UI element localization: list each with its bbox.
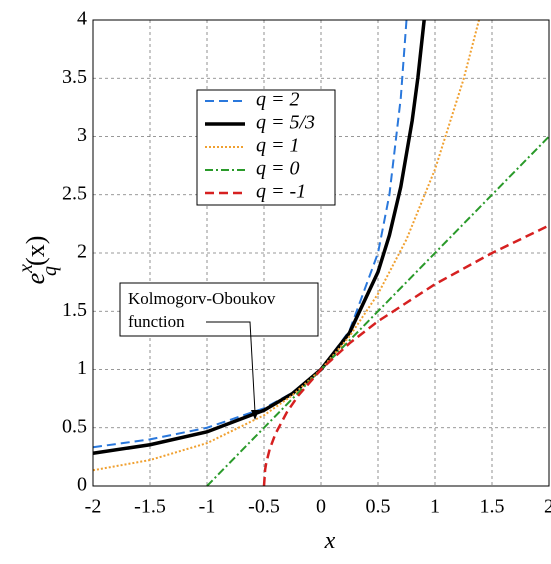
y-tick-label: 2.5 bbox=[62, 182, 87, 204]
annotation-text: Kolmogorv-Oboukov bbox=[128, 289, 276, 308]
plot-frame bbox=[92, 19, 550, 487]
y-tick-label: 3.5 bbox=[62, 66, 87, 88]
annotation-arrow bbox=[206, 321, 256, 413]
series-line bbox=[262, 224, 550, 487]
y-tick-label: 3 bbox=[77, 124, 87, 146]
series-line bbox=[92, 19, 408, 449]
legend-label: q = -1 bbox=[256, 181, 306, 203]
y-label-sup: x bbox=[15, 264, 37, 274]
legend-entries: q = 2q = 5/3q = 1q = 0q = -1 bbox=[205, 89, 315, 203]
y-label-arg: (x) bbox=[21, 236, 50, 266]
y-tick-label: 2 bbox=[77, 241, 87, 263]
x-tick-label: 2 bbox=[544, 496, 551, 518]
legend bbox=[196, 89, 336, 206]
x-axis-label: x bbox=[324, 528, 336, 554]
annotation-text: function bbox=[128, 312, 185, 331]
x-tick-label: 1.5 bbox=[480, 496, 505, 518]
y-tick-label: 1 bbox=[77, 357, 87, 379]
x-tick-label: -2 bbox=[85, 496, 102, 518]
annotation-box bbox=[119, 282, 319, 337]
series-line bbox=[92, 19, 426, 455]
legend-label: q = 1 bbox=[256, 135, 300, 157]
x-tick-label: 0.5 bbox=[366, 496, 391, 518]
y-label-base: e bbox=[21, 273, 50, 285]
legend-label: q = 2 bbox=[256, 89, 300, 111]
series-line bbox=[206, 135, 550, 487]
y-axis-label: ex q(x) bbox=[15, 236, 61, 285]
y-tick-label: 4 bbox=[77, 8, 87, 30]
legend-label: q = 0 bbox=[256, 158, 300, 180]
y-tick-label: 0.5 bbox=[62, 415, 87, 437]
x-tick-label: 0 bbox=[316, 496, 326, 518]
x-tick-label: 1 bbox=[430, 496, 440, 518]
lines bbox=[92, 19, 550, 487]
legend-label: q = 5/3 bbox=[256, 112, 315, 134]
x-tick-label: -0.5 bbox=[248, 496, 280, 518]
series-line bbox=[92, 19, 480, 472]
x-tick-label: -1.5 bbox=[134, 496, 166, 518]
x-tick-label: -1 bbox=[199, 496, 216, 518]
y-label-sub: q bbox=[39, 266, 61, 276]
arrow-head bbox=[251, 410, 259, 420]
y-tick-label: 1.5 bbox=[62, 299, 87, 321]
y-tick-label: 0 bbox=[77, 474, 87, 496]
